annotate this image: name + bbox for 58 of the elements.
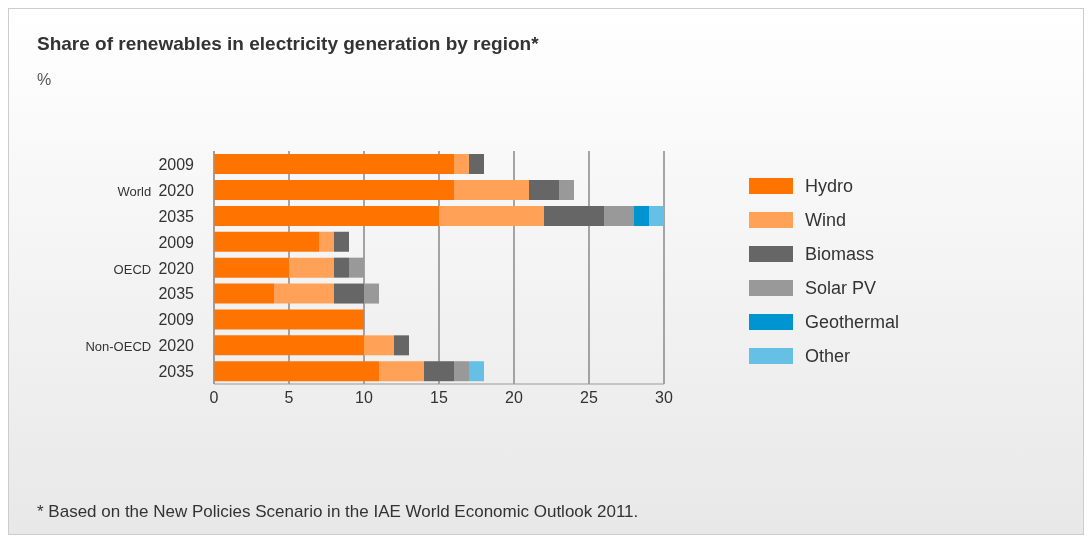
- bar: [364, 335, 394, 356]
- bar: [454, 361, 469, 382]
- text: * Based on the New Policies Scenario in the IAE World Economic Outlook 2011.: [37, 502, 639, 522]
- y-tick-label: Non-OECD 2020: [85, 337, 195, 355]
- bar: [214, 231, 319, 252]
- bar: [469, 154, 484, 175]
- bar: [544, 205, 604, 226]
- bar: [469, 361, 484, 382]
- bar: [214, 309, 364, 330]
- bar: [394, 335, 409, 356]
- bar: [649, 205, 664, 226]
- x-tick-label: 10: [355, 389, 373, 407]
- bar: [529, 180, 559, 200]
- bar: [634, 205, 649, 226]
- bar: [214, 283, 274, 304]
- bar: [289, 257, 334, 278]
- text: %: [37, 71, 52, 89]
- bar: [349, 257, 364, 278]
- bar: [454, 180, 529, 200]
- bar: [379, 361, 424, 382]
- bar: [364, 283, 379, 304]
- y-tick-label: World 2020: [117, 181, 195, 199]
- y-tick-label: 2009: [158, 311, 195, 329]
- x-tick-label: 20: [505, 389, 523, 407]
- bar: [604, 205, 634, 226]
- legend-label: Wind: [805, 209, 847, 231]
- legend-label: Hydro: [805, 175, 854, 197]
- bar: [214, 154, 454, 175]
- bar: [334, 283, 364, 304]
- legend-label: Solar PV: [805, 277, 877, 299]
- legend-label: Other: [805, 345, 851, 367]
- bar: [274, 283, 334, 304]
- legend-label: Biomass: [805, 243, 875, 265]
- legend-label: Geothermal: [805, 311, 900, 333]
- chart-title: Share of renewables in electricity generation by region*: [37, 33, 539, 55]
- bar: [214, 335, 364, 356]
- bar: [454, 154, 469, 175]
- y-tick-label: 2035: [158, 285, 195, 303]
- bar: [439, 205, 544, 226]
- y-tick-label: 2035: [158, 363, 195, 381]
- bar: [214, 180, 454, 200]
- bar: [214, 257, 289, 278]
- bar: [214, 361, 379, 382]
- x-tick-label: 5: [284, 389, 294, 407]
- y-tick-label: 2009: [158, 233, 195, 251]
- x-tick-label: 0: [209, 389, 219, 407]
- y-tick-label: 2009: [158, 155, 195, 173]
- bar: [214, 205, 439, 226]
- x-tick-label: 15: [430, 389, 448, 407]
- bar: [424, 361, 454, 382]
- y-tick-label: 2035: [158, 207, 195, 225]
- bar: [319, 231, 334, 252]
- x-tick-label: 25: [580, 389, 598, 407]
- bar: [559, 180, 574, 200]
- bar: [334, 231, 349, 252]
- y-tick-label: OECD 2020: [113, 259, 195, 277]
- bar: [334, 257, 349, 278]
- x-tick-label: 30: [655, 389, 673, 407]
